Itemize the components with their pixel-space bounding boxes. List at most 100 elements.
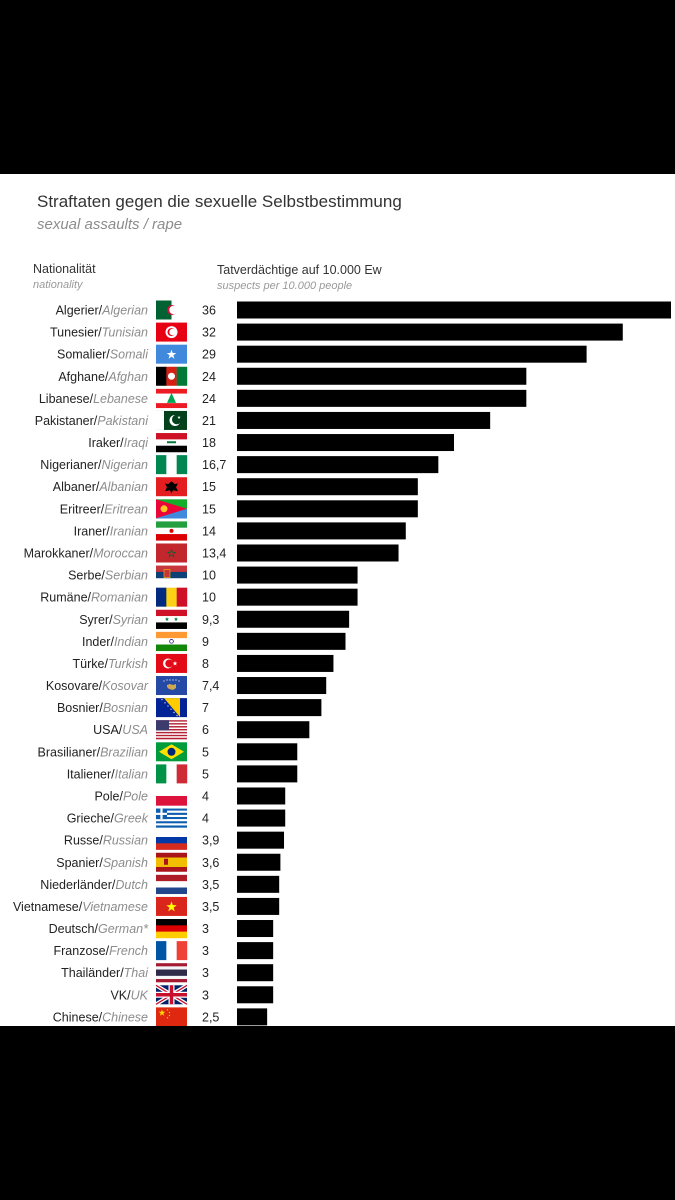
bar (237, 588, 358, 606)
kosovo-flag-icon (156, 676, 187, 696)
romania-flag-icon (156, 587, 188, 607)
country-label: Albaner/Albanian (53, 480, 148, 494)
nationality-header-en: nationality (33, 279, 83, 291)
value-label: 13,4 (202, 546, 226, 560)
value-label: 36 (202, 304, 216, 318)
country-label: Brasilianer/Brazilian (38, 745, 149, 759)
poland-flag-icon (156, 786, 187, 806)
bar (237, 942, 274, 960)
country-label: Deutsch/German* (49, 922, 149, 936)
bar (237, 986, 274, 1004)
bar (237, 500, 418, 518)
turkey-flag-icon (156, 653, 187, 673)
value-label: 24 (202, 392, 216, 406)
country-label: Italiener/Italian (67, 767, 148, 781)
value-label: 3,9 (202, 834, 219, 848)
country-label: Spanier/Spanish (56, 856, 148, 870)
bar (237, 544, 399, 562)
bar (237, 809, 286, 827)
value-label: 10 (202, 591, 216, 605)
bar (237, 434, 454, 452)
value-label: 15 (202, 502, 216, 516)
value-label: 3,6 (202, 856, 219, 870)
value-label: 4 (202, 789, 209, 803)
bar (237, 632, 346, 650)
value-label: 5 (202, 767, 209, 781)
usa-flag-icon (156, 720, 187, 740)
country-label: Pole/Pole (94, 789, 148, 803)
russia-flag-icon (156, 830, 187, 850)
value-label: 15 (202, 480, 216, 494)
country-label: Rumäne/Romanian (40, 591, 148, 605)
value-label: 2,5 (202, 1010, 219, 1024)
country-label: Tunesier/Tunisian (50, 326, 148, 340)
bar (237, 411, 491, 429)
value-label: 10 (202, 569, 216, 583)
value-label: 29 (202, 348, 216, 362)
bar (237, 389, 527, 407)
bar (237, 831, 285, 849)
country-label: VK/UK (110, 988, 148, 1002)
value-label: 8 (202, 657, 209, 671)
tunisia-flag-icon (156, 322, 187, 342)
country-label: Vietnamese/Vietnamese (13, 900, 148, 914)
country-label: Grieche/Greek (67, 812, 149, 826)
chart-title: Straftaten gegen die sexuelle Selbstbest… (37, 192, 402, 211)
country-label: Nigerianer/Nigerian (40, 458, 148, 472)
somalia-flag-icon (156, 344, 187, 364)
country-label: Türke/Turkish (73, 657, 149, 671)
algeria-flag-icon (156, 300, 188, 320)
value-label: 32 (202, 326, 216, 340)
bar (237, 897, 280, 915)
value-label: 3,5 (202, 900, 219, 914)
spain-flag-icon (156, 852, 187, 872)
country-label: Niederländer/Dutch (40, 878, 148, 892)
value-label: 9 (202, 635, 209, 649)
netherlands-flag-icon (156, 874, 187, 895)
country-label: Afghane/Afghan (58, 370, 148, 384)
germany-flag-icon (156, 919, 187, 939)
country-label: Pakistaner/Pakistani (35, 414, 149, 428)
value-label: 3,5 (202, 878, 219, 892)
iraq-flag-icon (156, 433, 187, 453)
india-flag-icon (156, 631, 187, 652)
bar (237, 610, 350, 628)
bar (237, 522, 406, 540)
value-label: 7 (202, 701, 209, 715)
bar (237, 654, 334, 672)
bar (237, 765, 298, 783)
vietnam-flag-icon (156, 896, 187, 916)
country-label: Bosnier/Bosnian (57, 701, 148, 715)
bar (237, 787, 286, 805)
uk-flag-icon (154, 983, 189, 1006)
bar (237, 566, 358, 584)
morocco-flag-icon (156, 543, 187, 563)
bosnia-flag-icon (156, 698, 187, 718)
country-label: Syrer/Syrian (79, 613, 148, 627)
value-label: 5 (202, 745, 209, 759)
afghanistan-flag-icon (156, 366, 188, 386)
bar (237, 875, 280, 893)
value-header-en: suspects per 10.000 people (217, 280, 353, 292)
bar (237, 1008, 268, 1026)
country-label: Inder/Indian (82, 635, 148, 649)
bar (237, 743, 298, 761)
nigeria-flag-icon (156, 455, 188, 475)
value-label: 3 (202, 922, 209, 936)
country-label: Libanese/Lebanese (39, 392, 148, 406)
value-label: 7,4 (202, 679, 219, 693)
nationality-header: Nationalität (33, 262, 96, 276)
bar (237, 677, 327, 695)
value-label: 6 (202, 723, 209, 737)
bar (237, 920, 274, 938)
italy-flag-icon (156, 764, 188, 784)
iran-flag-icon (156, 521, 187, 541)
bar (237, 456, 439, 474)
value-label: 3 (202, 988, 209, 1002)
pakistan-flag-icon (156, 410, 187, 430)
country-label: Franzose/French (54, 944, 149, 958)
country-label: Iraner/Iranian (74, 524, 148, 538)
country-label: Somalier/Somali (57, 348, 149, 362)
value-label: 4 (202, 812, 209, 826)
